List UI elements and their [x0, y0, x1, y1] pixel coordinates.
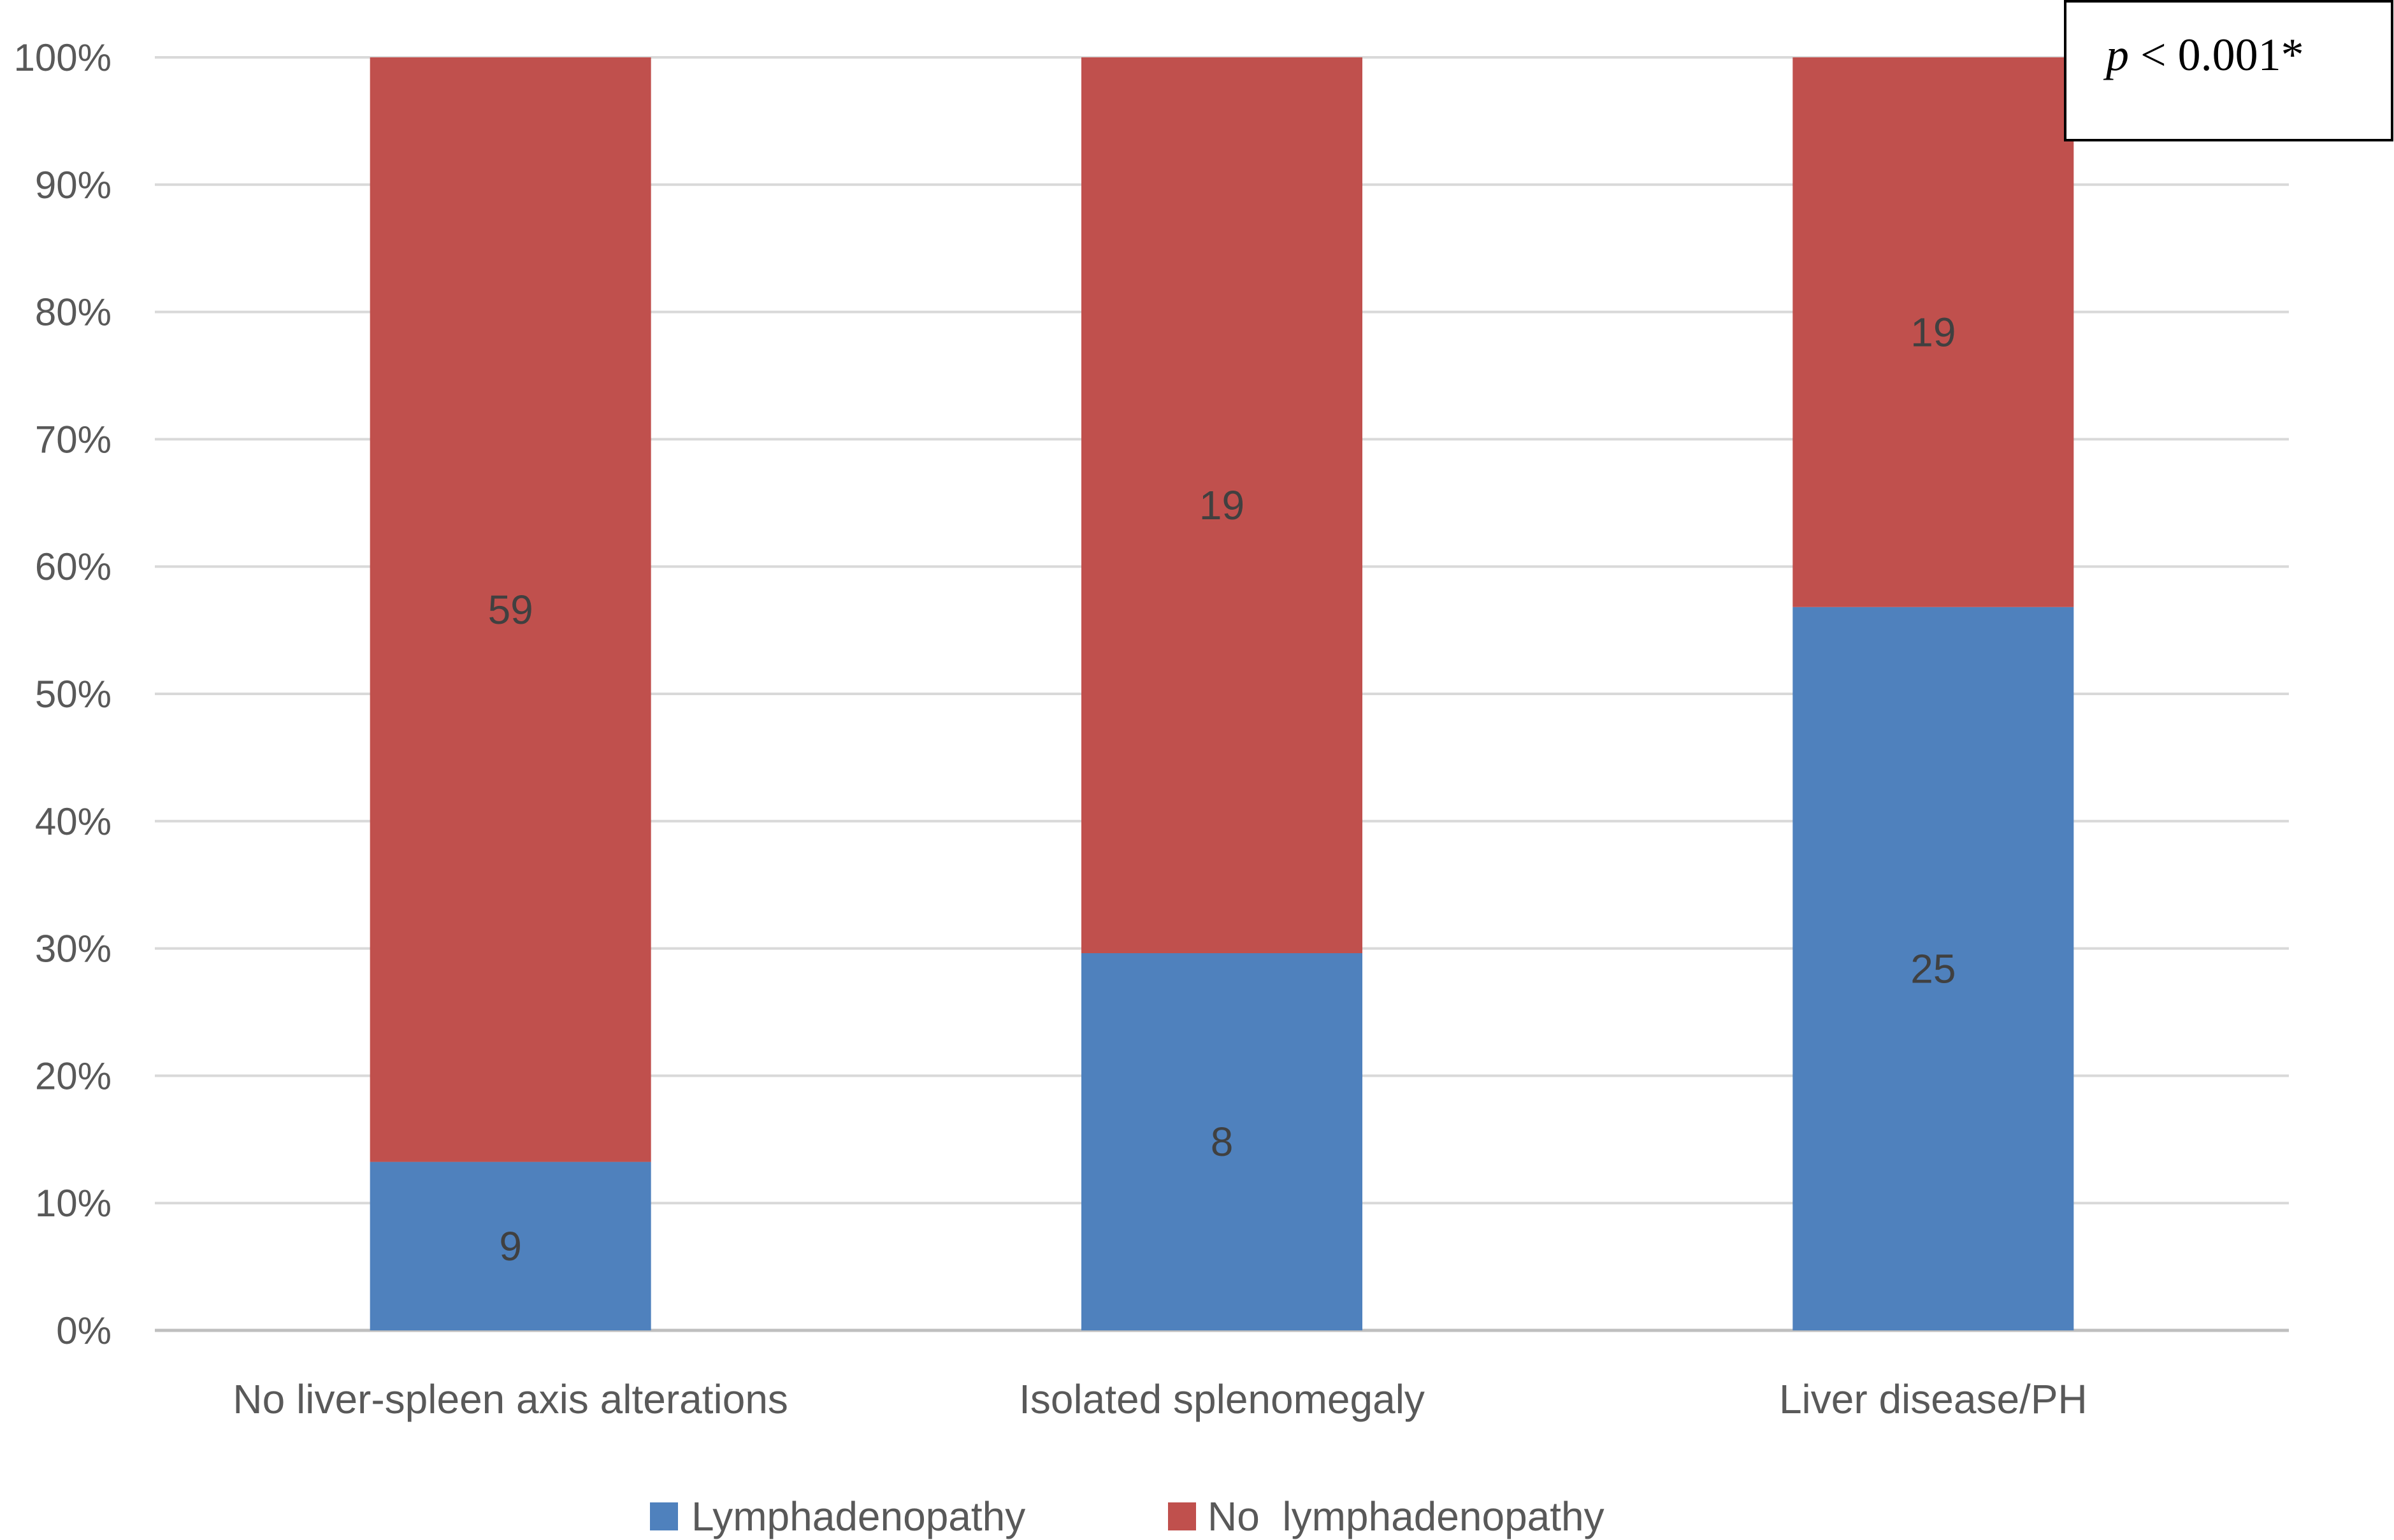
y-tick-label: 100% [14, 36, 112, 79]
category-label: Isolated splenomegaly [1019, 1376, 1425, 1422]
bar-lymphadenopathy-2 [1792, 607, 2074, 1330]
legend-label-no-lymphadenopathy: No lymphadenopathy [1208, 1493, 1604, 1539]
y-tick-label: 90% [35, 164, 112, 206]
bar-no-lymphadenopathy-2 [1792, 57, 2074, 607]
category-label: No liver-spleen axis alterations [233, 1376, 788, 1422]
y-tick-label: 80% [35, 291, 112, 334]
y-tick-label: 70% [35, 418, 112, 461]
p-value-box-border [2064, 0, 2393, 141]
y-tick-label: 30% [35, 928, 112, 970]
category-label: Liver disease/PH [1779, 1376, 2088, 1422]
data-label-no-lymphadenopathy-2: 19 [1910, 309, 1956, 355]
data-label-no-lymphadenopathy-0: 59 [488, 587, 533, 633]
data-label-lymphadenopathy-0: 9 [499, 1223, 522, 1269]
bars [370, 57, 2074, 1330]
y-tick-label: 40% [35, 800, 112, 843]
y-axis-tick-labels: 0% 10% 20% 30% 40% 50% 60% 70% 80% 90% 100% [14, 36, 112, 1352]
y-tick-label: 60% [35, 545, 112, 588]
y-tick-label: 10% [35, 1182, 112, 1225]
data-labels: 9 59 8 19 25 19 [488, 309, 1956, 1269]
bar-lymphadenopathy-1 [1081, 953, 1362, 1330]
data-label-lymphadenopathy-2: 25 [1910, 946, 1956, 991]
x-axis-category-labels: No liver-spleen axis alterations Isolated… [233, 1376, 2087, 1422]
p-value-annotation: p < 0.001* [2103, 29, 2304, 80]
data-label-no-lymphadenopathy-1: 19 [1199, 482, 1244, 528]
y-tick-label: 20% [35, 1054, 112, 1097]
bar-no-lymphadenopathy-0 [370, 57, 651, 1162]
legend: Lymphadenopathy No lymphadenopathy [650, 1493, 1604, 1539]
p-value-box: p < 0.001* [2064, 0, 2393, 141]
bar-no-lymphadenopathy-1 [1081, 57, 1362, 953]
legend-swatch-no-lymphadenopathy [1168, 1502, 1196, 1530]
legend-label-lymphadenopathy: Lymphadenopathy [691, 1493, 1025, 1539]
y-tick-label: 0% [56, 1309, 112, 1352]
p-value-text: < 0.001* [2129, 29, 2304, 80]
y-tick-label: 50% [35, 673, 112, 716]
legend-swatch-lymphadenopathy [650, 1502, 678, 1530]
data-label-lymphadenopathy-1: 8 [1211, 1119, 1234, 1165]
bar-lymphadenopathy-0 [370, 1162, 651, 1330]
p-value-symbol: p [2103, 29, 2129, 80]
